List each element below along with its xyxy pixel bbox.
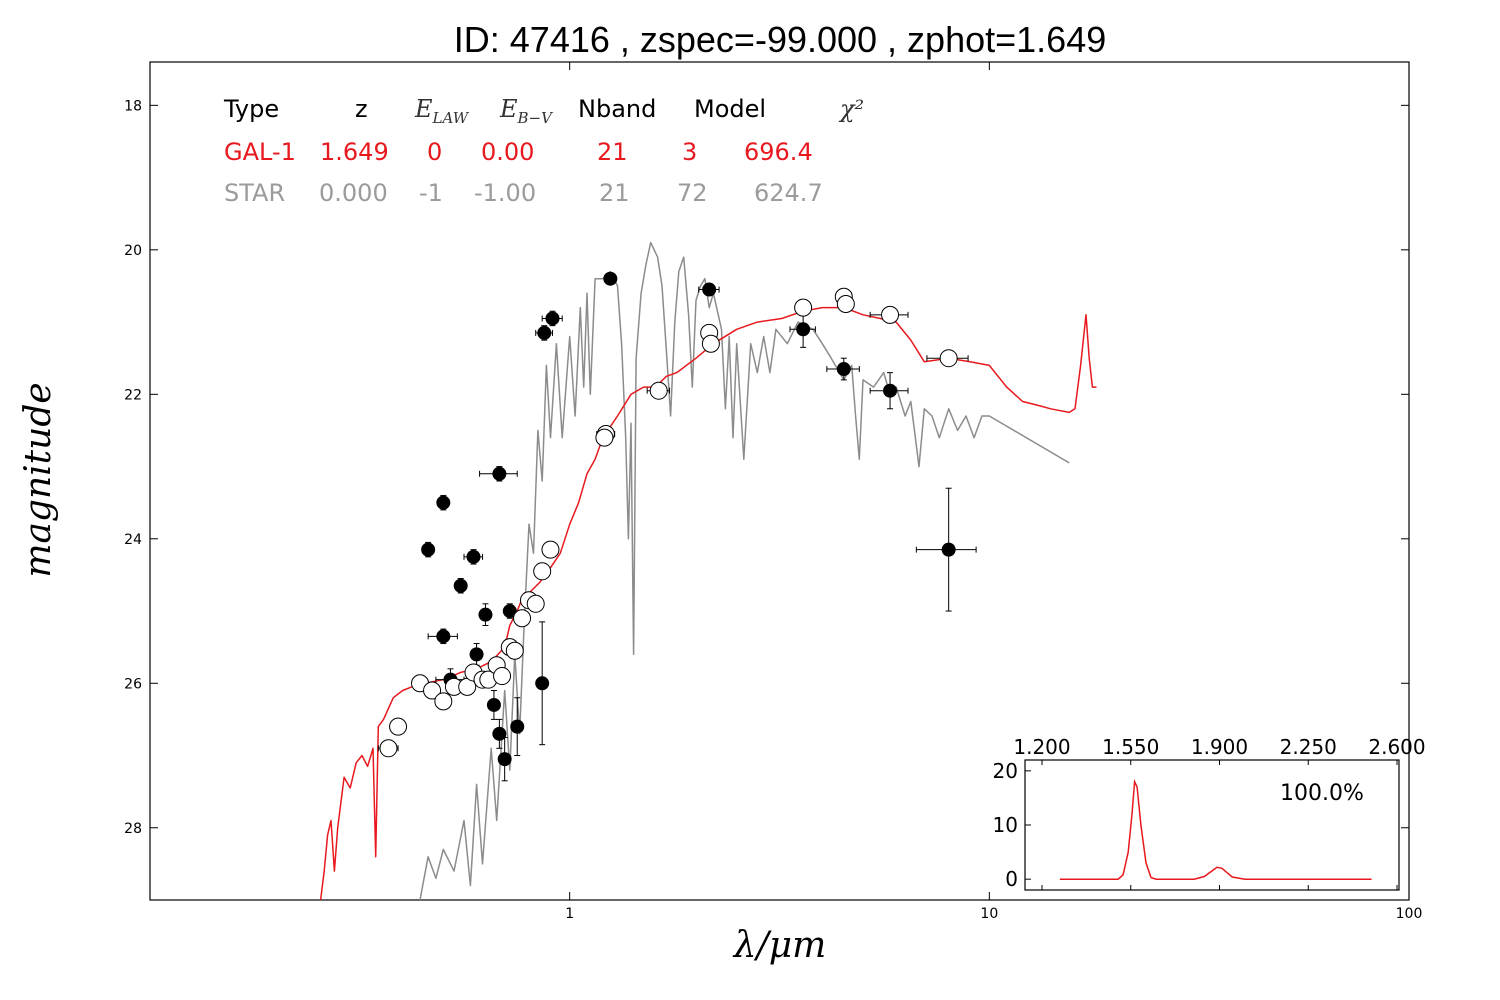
observed-point — [492, 466, 507, 481]
observed-point — [453, 578, 468, 593]
model-point — [939, 349, 958, 368]
header-type: Type — [223, 95, 279, 123]
x-tick-label: 10 — [980, 906, 998, 922]
inset-frame — [1024, 759, 1400, 891]
model-point — [701, 334, 720, 353]
model-point — [836, 295, 855, 314]
chart-title: ID: 47416 , zspec=-99.000 , zphot=1.649 — [454, 19, 1106, 60]
gal-z: 1.649 — [320, 138, 389, 166]
galaxy-sed-line — [319, 306, 1097, 901]
gal-type: GAL-1 — [224, 138, 296, 166]
star-chi2: 624.7 — [754, 179, 823, 207]
star-z: 0.000 — [319, 179, 388, 207]
model-point — [595, 428, 614, 447]
y-tick-label: 22 — [124, 387, 142, 403]
observed-point — [836, 362, 851, 377]
star-nband: 21 — [599, 179, 630, 207]
observed-point — [545, 311, 560, 326]
gal-model: 3 — [682, 138, 697, 166]
observed-point — [497, 752, 512, 767]
inset-x-tick-label: 2.250 — [1280, 735, 1337, 759]
y-tick-label: 26 — [124, 676, 142, 692]
photometry-layer — [377, 271, 977, 782]
gal-elaw: 0 — [427, 138, 442, 166]
observed-point — [502, 604, 517, 619]
model-point — [881, 305, 900, 324]
observed-point — [436, 495, 451, 510]
y-axis-label: magnitude — [18, 382, 59, 577]
model-point — [513, 609, 532, 628]
inset-y-tick-label: 10 — [993, 813, 1018, 837]
y-tick-label: 24 — [124, 532, 142, 548]
observed-point — [941, 542, 956, 557]
header-elaw: ELAW — [414, 95, 470, 127]
observed-point — [702, 282, 717, 297]
header-nband: Nband — [578, 95, 656, 123]
gal-chi2: 696.4 — [744, 138, 813, 166]
model-point — [526, 594, 545, 613]
inset-y-tick-label: 20 — [993, 759, 1018, 783]
observed-point — [469, 647, 484, 662]
model-point — [493, 667, 512, 686]
model-point — [533, 562, 552, 581]
gal-ebv: 0.00 — [481, 138, 534, 166]
observed-point — [492, 726, 507, 741]
inset-x-tick-label: 1.550 — [1102, 735, 1159, 759]
model-point — [434, 692, 453, 711]
model-point — [423, 681, 442, 700]
star-elaw: -1 — [419, 179, 443, 207]
inset-y-tick-label: 0 — [1005, 867, 1018, 891]
header-chi2: χ² — [838, 95, 864, 123]
inset-content: 1.200 1.550 1.900 2.250 2.600 20 10 0 — [993, 735, 1426, 891]
observed-point — [510, 719, 525, 734]
pdz-inset: 1.200 1.550 1.900 2.250 2.600 20 10 0 100.0% — [993, 735, 1426, 891]
fit-row-galaxy: GAL-1 1.649 0 0.00 21 3 696.4 — [224, 138, 813, 166]
pdz-curve — [1059, 778, 1372, 880]
inset-x-tick-label: 1.900 — [1191, 735, 1248, 759]
x-tick-label: 1 — [565, 906, 574, 922]
y-tick-label: 20 — [124, 243, 142, 259]
star-spectrum-line — [419, 241, 1070, 901]
star-ebv: -1.00 — [474, 179, 536, 207]
header-ebv: EB−V — [499, 95, 554, 127]
x-tick-label: 100 — [1396, 906, 1423, 922]
inset-percentage: 100.0% — [1280, 781, 1364, 806]
model-point — [389, 717, 408, 736]
observed-point — [478, 607, 493, 622]
observed-point — [436, 629, 451, 644]
observed-point — [603, 271, 618, 286]
fit-table: Type z ELAW EB−V Nband Model χ² GAL-1 1.… — [223, 95, 864, 207]
observed-point — [486, 697, 501, 712]
model-point — [505, 641, 524, 660]
inset-x-tick-label: 2.600 — [1368, 735, 1425, 759]
model-point — [379, 739, 398, 758]
observed-point — [421, 542, 436, 557]
model-point — [649, 381, 668, 400]
spectra-layer — [319, 241, 1097, 901]
y-tick-label: 28 — [124, 821, 142, 837]
inset-x-tick-label: 1.200 — [1013, 735, 1070, 759]
star-model: 72 — [677, 179, 708, 207]
header-model: Model — [694, 95, 766, 123]
y-tick-label: 18 — [124, 98, 142, 114]
observed-point — [537, 325, 552, 340]
fit-row-star: STAR 0.000 -1 -1.00 21 72 624.7 — [224, 179, 823, 207]
observed-point — [883, 383, 898, 398]
observed-point — [466, 549, 481, 564]
model-point — [541, 540, 560, 559]
star-type: STAR — [224, 179, 285, 207]
plot-frame — [149, 61, 1410, 901]
observed-point — [535, 676, 550, 691]
header-z: z — [355, 95, 368, 123]
gal-nband: 21 — [597, 138, 628, 166]
observed-point — [796, 322, 811, 337]
x-axis-label: λ/μm — [732, 925, 826, 966]
model-point — [794, 298, 813, 317]
